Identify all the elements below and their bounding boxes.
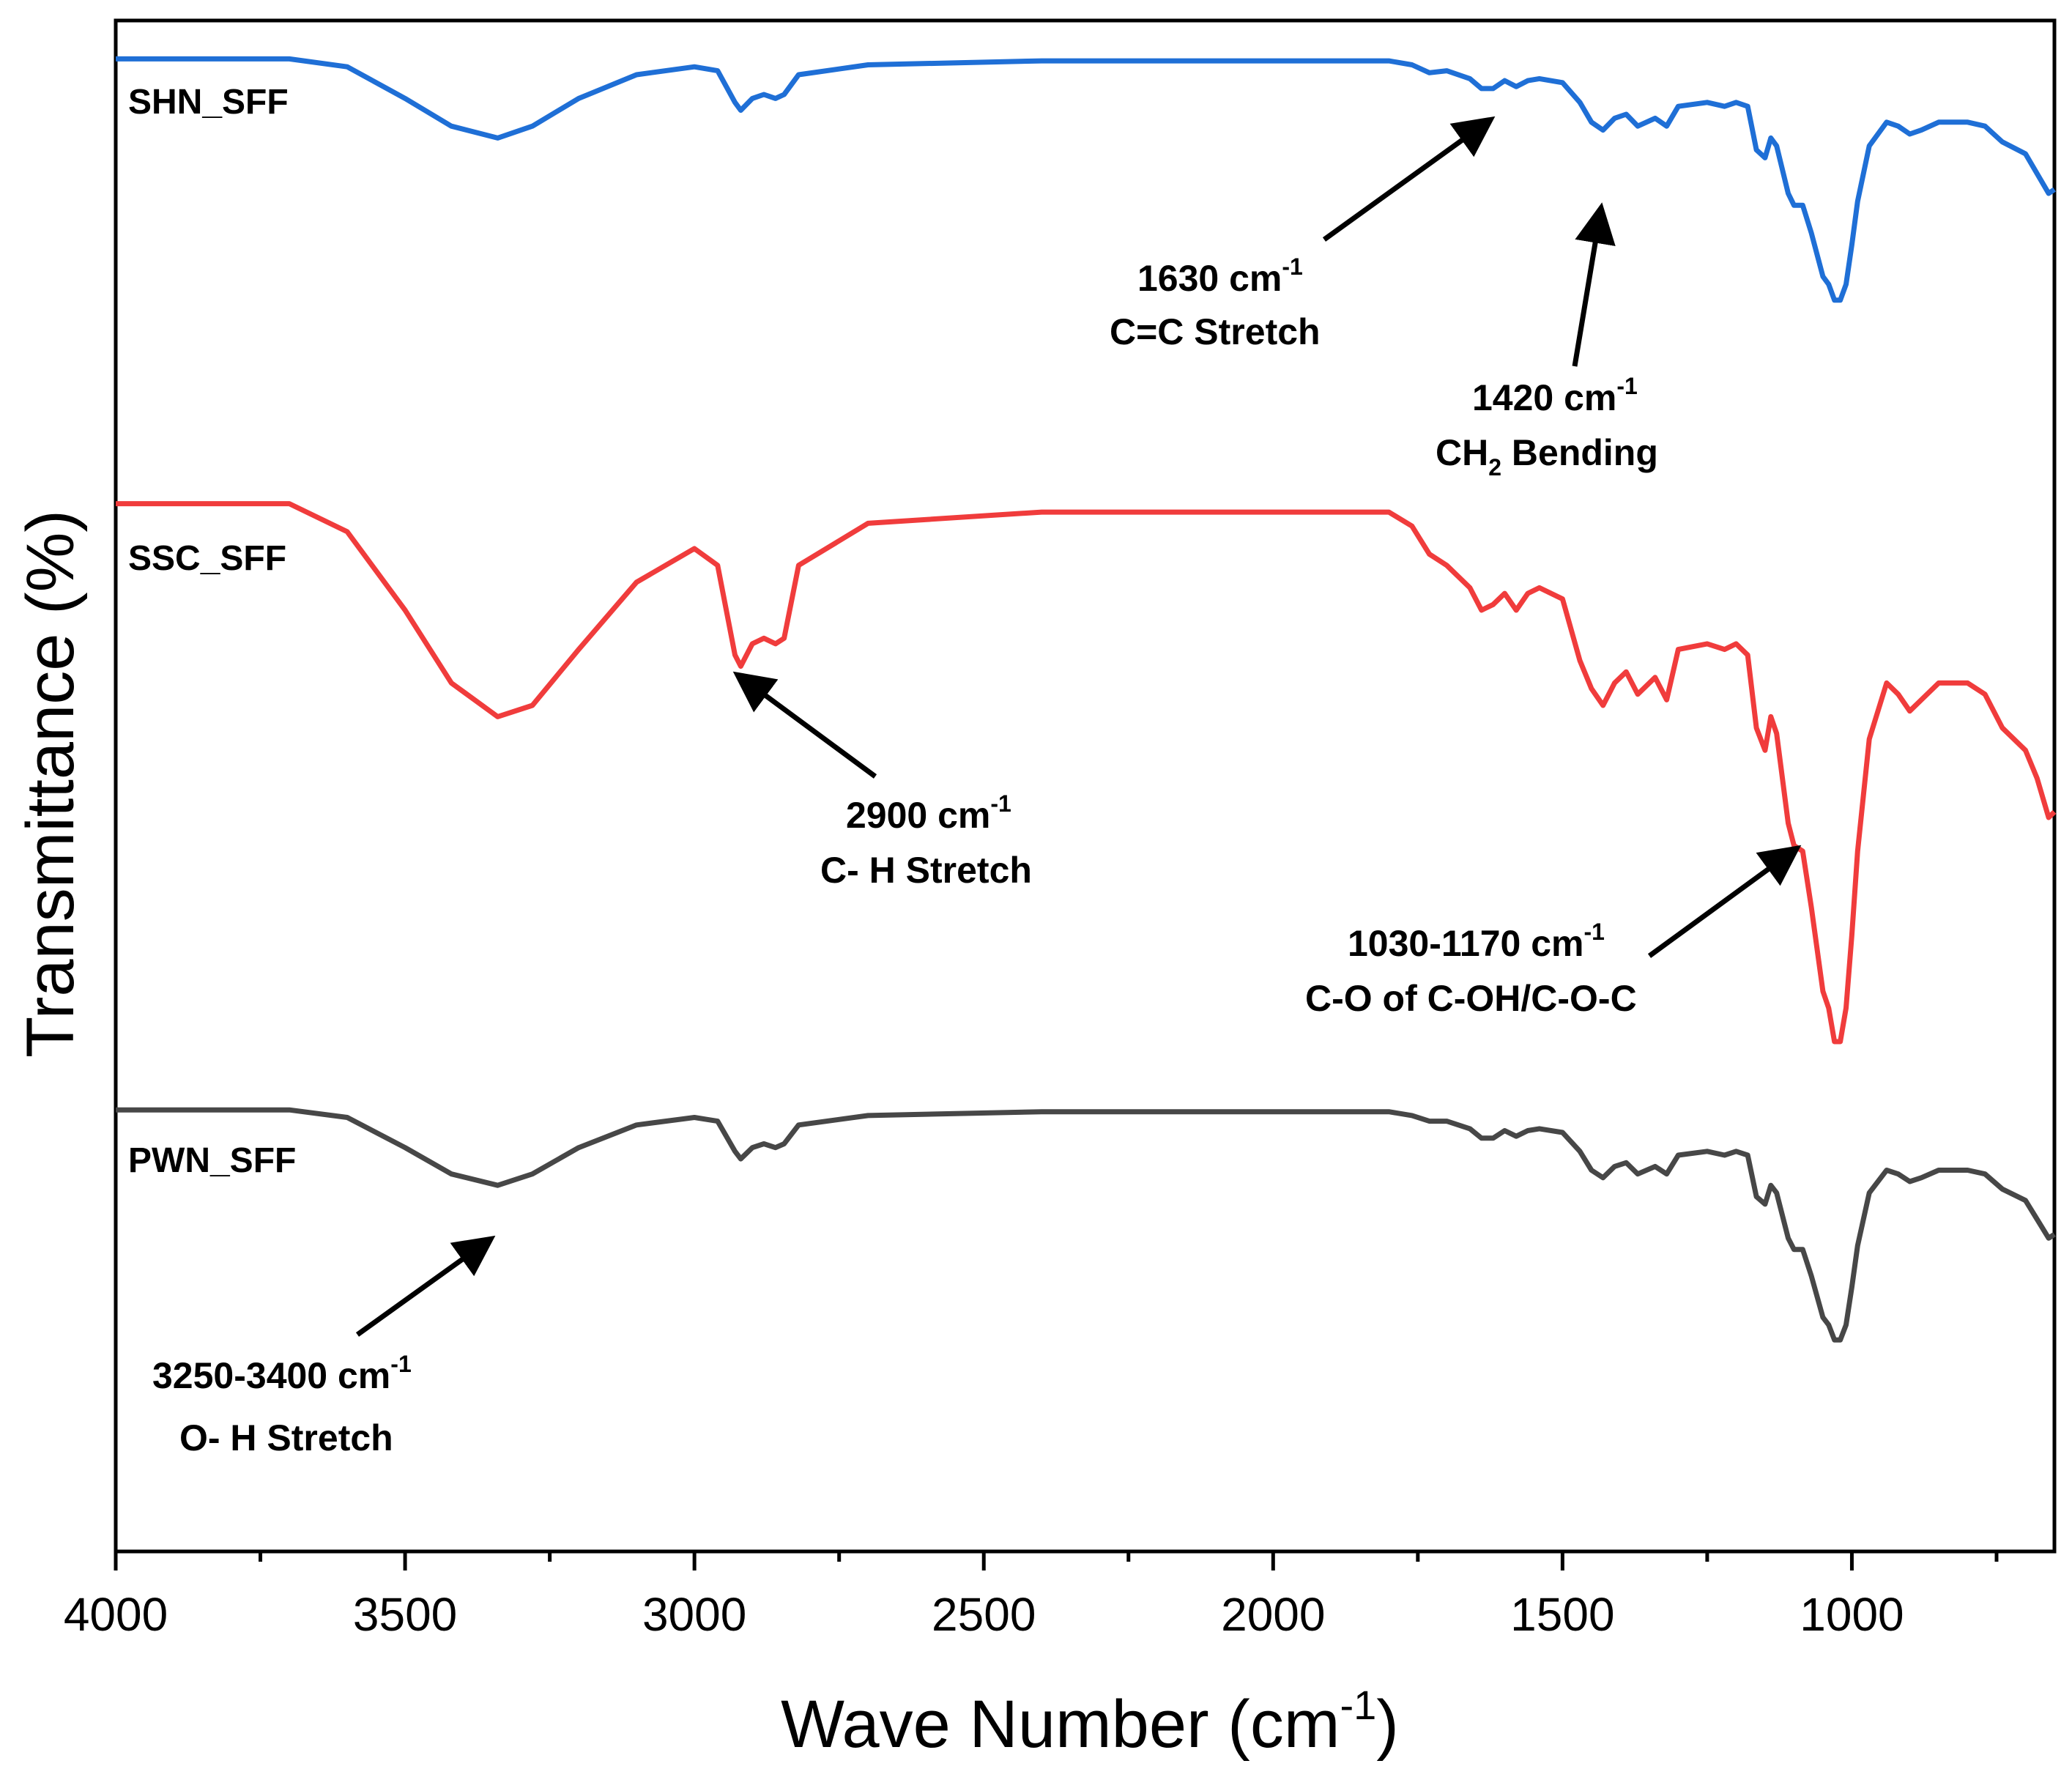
series-label-shn-sff: SHN_SFF xyxy=(128,83,289,122)
x-tick-label: 3500 xyxy=(353,1588,457,1641)
annotation-oh-line2: O- H Stretch xyxy=(179,1417,393,1458)
annotation-co-line2: C-O of C-OH/C-O-C xyxy=(1305,978,1637,1019)
series-line-shn-sff xyxy=(116,56,2056,303)
annotation-cc-line2: C=C Stretch xyxy=(1110,311,1321,352)
series-line-ssc-sff xyxy=(116,501,2057,1045)
annotation-ch-line2: C- H Stretch xyxy=(820,850,1032,891)
annotation-cc: 1630 cm-1 C=C Stretch xyxy=(1110,253,1321,352)
x-tick-label: 4000 xyxy=(64,1588,168,1641)
x-axis-title: Wave Number (cm-1) xyxy=(781,1682,1399,1762)
series-group xyxy=(116,56,2057,1343)
annotation-ch2: 1420 cm-1 CH2 Bending xyxy=(1436,373,1658,481)
arrow-ch2 xyxy=(1572,202,1616,367)
arrow-ch xyxy=(732,671,877,779)
arrow-cc xyxy=(1322,116,1496,242)
annotation-ch-line1: 2900 cm-1 xyxy=(846,790,1011,836)
series-label-ssc-sff: SSC_SFF xyxy=(128,539,286,578)
x-tick-label: 1000 xyxy=(1800,1588,1904,1641)
x-tick-label: 1500 xyxy=(1510,1588,1614,1641)
x-tick-label: 2500 xyxy=(932,1588,1036,1641)
annotation-co: 1030-1170 cm-1 C-O of C-OH/C-O-C xyxy=(1305,919,1637,1019)
annotation-ch2-line1: 1420 cm-1 xyxy=(1472,373,1638,418)
annotation-ch2-line2: CH2 Bending xyxy=(1436,432,1658,481)
x-tick-label: 3000 xyxy=(642,1588,746,1641)
x-axis-ticks: 4000 3500 3000 2500 2000 1500 1000 xyxy=(64,1551,1999,1641)
y-axis-title: Transmittance (%) xyxy=(13,510,88,1058)
annotation-arrows xyxy=(355,116,1802,1337)
series-line-pwn-sff xyxy=(116,1107,2056,1343)
arrow-oh xyxy=(355,1235,496,1337)
annotation-ch: 2900 cm-1 C- H Stretch xyxy=(820,790,1032,891)
x-tick-label: 2000 xyxy=(1221,1588,1325,1641)
series-label-pwn-sff: PWN_SFF xyxy=(128,1141,296,1180)
arrow-co xyxy=(1647,845,1802,958)
annotation-co-line1: 1030-1170 cm-1 xyxy=(1348,919,1605,964)
annotation-cc-line1: 1630 cm-1 xyxy=(1137,253,1303,299)
annotation-oh: 3250-3400 cm-1 O- H Stretch xyxy=(152,1351,412,1458)
annotation-oh-line1: 3250-3400 cm-1 xyxy=(152,1351,412,1396)
plot-frame xyxy=(114,18,2057,1554)
